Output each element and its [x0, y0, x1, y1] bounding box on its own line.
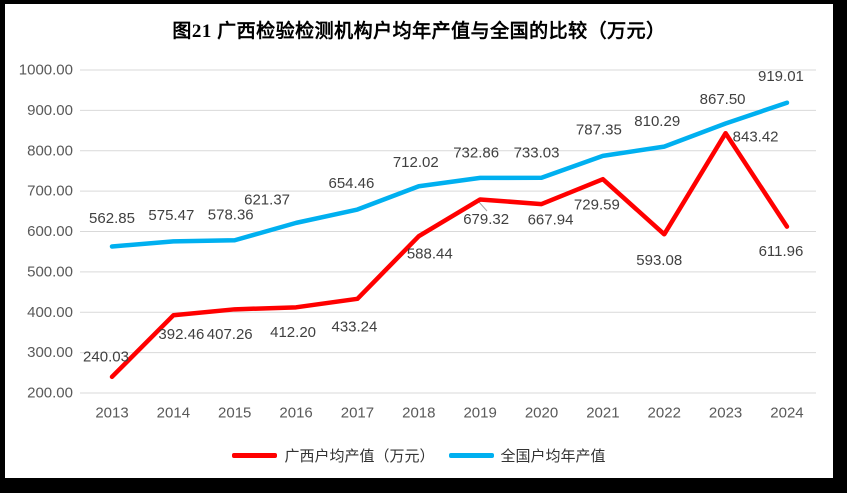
x-tick-label: 2023 [709, 405, 742, 422]
data-label-quanguo: 575.47 [148, 207, 194, 224]
x-tick-label: 2017 [341, 405, 374, 422]
data-label-quanguo: 732.86 [453, 144, 499, 161]
data-label-quanguo: 578.36 [208, 207, 254, 224]
y-tick-label: 600.00 [27, 223, 73, 240]
y-tick-label: 300.00 [27, 344, 73, 361]
legend-marker-quanguo-icon [448, 453, 494, 458]
label-leader-line [478, 201, 488, 212]
x-tick-label: 2014 [157, 405, 190, 422]
data-label-guangxi: 240.03 [83, 348, 129, 365]
x-tick-label: 2021 [586, 405, 619, 422]
data-label-guangxi: 407.26 [207, 326, 253, 343]
y-tick-label: 400.00 [27, 304, 73, 321]
data-label-guangxi: 843.42 [733, 129, 779, 146]
data-label-quanguo: 654.46 [328, 175, 374, 192]
legend-label-quanguo: 全国户均年产值 [500, 448, 606, 465]
series-line-quanguo [109, 100, 790, 249]
data-label-guangxi: 588.44 [407, 246, 453, 263]
data-label-quanguo: 562.85 [89, 210, 135, 227]
y-tick-label: 1000.00 [19, 62, 73, 79]
x-tick-label: 2019 [463, 405, 496, 422]
y-tick-label: 800.00 [27, 142, 73, 159]
data-label-guangxi: 433.24 [331, 318, 377, 335]
y-tick-label: 900.00 [27, 102, 73, 119]
data-label-guangxi: 611.96 [759, 243, 804, 260]
x-tick-label: 2020 [525, 405, 558, 422]
x-tick-label: 2018 [402, 405, 435, 422]
legend-marker-guangxi-icon [232, 453, 278, 458]
data-labels-guangxi: 240.03 392.46 407.26 412.20 433.24 588.44 679.… [83, 129, 803, 366]
legend: 广西户均产值（万元） 全国户均年产值 [5, 445, 833, 466]
data-label-quanguo: 733.03 [514, 144, 560, 161]
data-label-quanguo: 621.37 [244, 191, 290, 208]
data-label-quanguo: 867.50 [700, 91, 746, 108]
legend-item-guangxi: 广西户均产值（万元） [232, 445, 435, 466]
data-label-quanguo: 712.02 [393, 154, 439, 171]
y-axis-tick-labels: 1000.00 900.00 800.00 700.00 600.00 500.00 400… [19, 62, 73, 402]
chart-canvas: 图21 广西检验检测机构户均年产值与全国的比较（万元） 1000.00 900.0… [5, 4, 833, 478]
data-label-guangxi: 392.46 [158, 326, 204, 343]
plot-svg: 1000.00 900.00 800.00 700.00 600.00 500.00 400… [19, 62, 816, 422]
data-label-guangxi: 412.20 [270, 324, 316, 341]
x-tick-label: 2022 [648, 405, 681, 422]
legend-label-guangxi: 广西户均产值（万元） [284, 448, 435, 465]
data-label-guangxi: 667.94 [528, 212, 574, 229]
y-tick-label: 200.00 [27, 385, 73, 402]
y-tick-label: 700.00 [27, 183, 73, 200]
data-label-quanguo: 787.35 [576, 121, 622, 138]
x-axis-tick-labels: 2013 2014 2015 2016 2017 2018 2019 2020 2021 2022… [95, 405, 803, 422]
data-label-guangxi: 729.59 [574, 197, 620, 214]
data-label-quanguo: 810.29 [634, 113, 680, 130]
data-label-guangxi: 679.32 [463, 211, 509, 228]
y-tick-label: 500.00 [27, 263, 73, 280]
chart-title: 图21 广西检验检测机构户均年产值与全国的比较（万元） [172, 21, 666, 42]
x-tick-label: 2024 [770, 405, 803, 422]
x-tick-label: 2013 [95, 405, 128, 422]
data-label-quanguo: 919.01 [758, 68, 804, 85]
gridlines [80, 69, 816, 394]
x-tick-label: 2016 [279, 405, 312, 422]
legend-item-quanguo: 全国户均年产值 [448, 445, 606, 466]
series-line-guangxi [109, 130, 790, 380]
x-tick-label: 2015 [218, 405, 251, 422]
data-label-guangxi: 593.08 [636, 252, 682, 269]
